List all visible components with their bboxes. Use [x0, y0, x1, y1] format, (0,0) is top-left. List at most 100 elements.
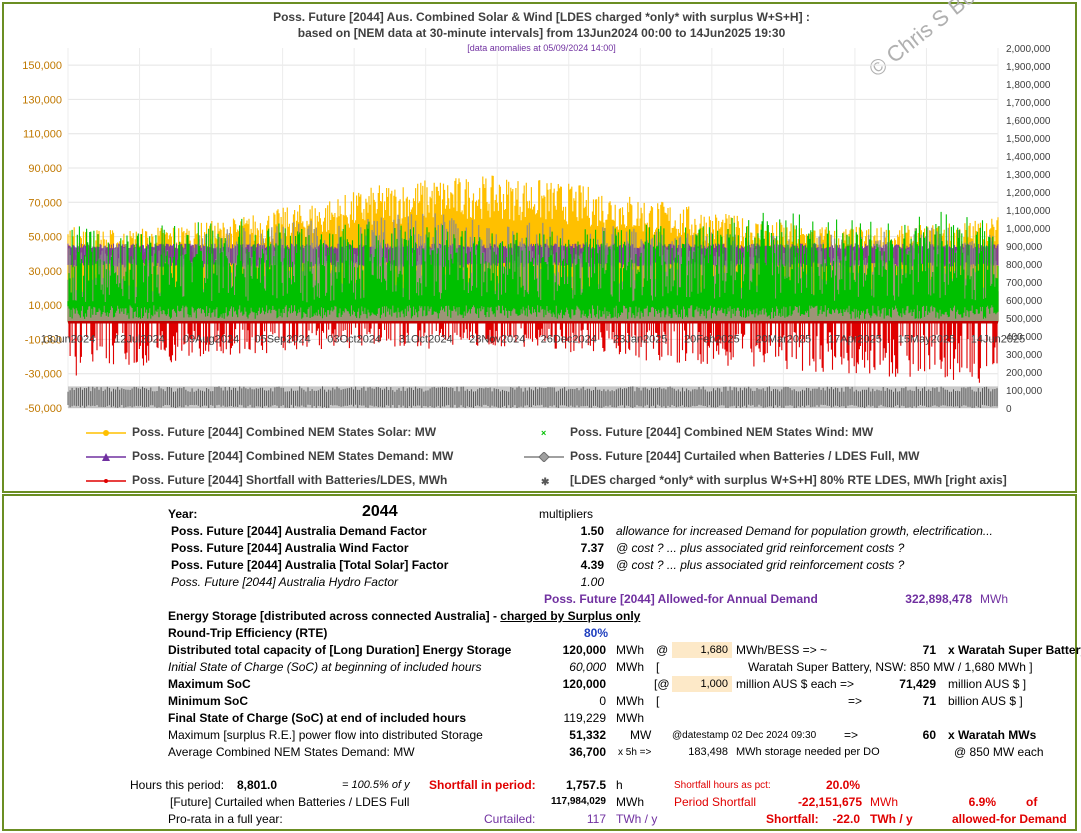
right-tick-label-5: 1,500,000	[1006, 134, 1051, 145]
initial-soc-value: 60,000	[569, 660, 606, 674]
legend-curtailed-label: Poss. Future [2044] Curtailed when Batte…	[570, 449, 920, 463]
curtailed-short-label: Curtailed:	[484, 812, 536, 826]
hours-pct-year: = 100.5% of y	[342, 779, 410, 791]
legend-shortfall-label: Poss. Future [2044] Shortfall with Batte…	[132, 473, 448, 487]
min-soc-bracket: [	[656, 694, 660, 708]
x-tick-label-1: 12Jul2024	[114, 333, 165, 345]
x-tick-label-4: 03Oct2024	[327, 333, 381, 345]
storage-needed: 183,498	[688, 746, 728, 758]
right-tick-label-0: 2,000,000	[1006, 44, 1051, 55]
max-flow-arrow: =>	[844, 728, 859, 742]
parameters-table: Year: 2044 multipliers Poss. Future [204…	[2, 494, 1081, 831]
x-tick-label-13: 14Jun2025	[971, 333, 1025, 345]
min-soc-label: Minimum SoC	[168, 694, 248, 708]
demand-factor-note: allowance for increased Demand for popul…	[616, 524, 993, 538]
right-tick-label-12: 800,000	[1006, 260, 1043, 271]
left-tick-label-1: 130,000	[22, 94, 62, 106]
chart-title-line1: Poss. Future [2044] Aus. Combined Solar …	[273, 10, 810, 24]
annual-demand-value: 322,898,478	[905, 592, 972, 606]
demand-factor-value: 1.50	[580, 524, 604, 538]
min-soc-unit: MWh	[616, 694, 644, 708]
right-tick-label-3: 1,700,000	[1006, 98, 1051, 109]
right-tick-label-9: 1,100,000	[1006, 206, 1051, 217]
right-tick-label-16: 400,000	[1006, 332, 1043, 343]
curtailed-value: 117,984,029	[550, 796, 606, 807]
legend-wind-label: Poss. Future [2044] Combined NEM States …	[570, 425, 874, 439]
billion-total: 71	[922, 694, 936, 708]
left-tick-label-10: -50,000	[25, 403, 62, 414]
right-tick-label-1: 1,900,000	[1006, 62, 1051, 73]
at-850-label: @ 850 MW each	[954, 745, 1044, 759]
shortfall-period-value: 1,757.5	[565, 778, 606, 792]
demand-factor-label: Poss. Future [2044] Australia Demand Fac…	[171, 524, 427, 538]
solar-factor-value: 4.39	[580, 558, 604, 572]
right-tick-label-19: 100,000	[1006, 386, 1043, 397]
shortfall-twh-unit: TWh / y	[870, 812, 913, 826]
cost-each-input[interactable]: 1,000	[672, 676, 732, 692]
period-shortfall-label: Period Shortfall	[674, 795, 757, 809]
capacity-unit: MWh	[616, 643, 644, 657]
left-tick-label-8: -10,000	[25, 334, 62, 346]
waratah-mw-count: 60	[922, 728, 936, 742]
right-tick-label-4: 1,600,000	[1006, 116, 1051, 127]
svg-text:✱: ✱	[541, 477, 550, 486]
initial-soc-bracket: [	[656, 660, 660, 674]
right-tick-label-2: 1,800,000	[1006, 80, 1051, 91]
shortfall-period-label: Shortfall in period:	[429, 778, 536, 792]
max-soc-value: 120,000	[562, 677, 606, 691]
rte-value: 80%	[583, 626, 608, 640]
legend-wind-marker: ×	[524, 428, 564, 438]
year-label: Year:	[168, 507, 198, 521]
storage-label-underlined: charged by Surplus only	[500, 609, 641, 623]
waratah-mw-label: x Waratah MWs	[948, 728, 1037, 742]
storage-label-text: Energy Storage [distributed across conne…	[168, 609, 501, 623]
x-tick-label-2: 09Aug2024	[183, 333, 239, 345]
legend-ldes: ✱ [LDES charged *only* with surplus W+S+H…	[524, 473, 1007, 487]
x-tick-label-11: 17Apr2025	[828, 333, 882, 345]
x-tick-label-10: 20Mar2025	[756, 333, 812, 345]
x-tick-label-8: 23Jan2025	[613, 333, 667, 345]
prorata-label: Pro-rata in a full year:	[168, 812, 283, 826]
million-total: 71,429	[899, 677, 936, 691]
year-value: 2044	[362, 503, 398, 520]
right-tick-label-6: 1,400,000	[1006, 152, 1051, 163]
chart-panel: Poss. Future [2044] Aus. Combined Solar …	[2, 0, 1077, 493]
chart-title-line2: based on [NEM data at 30-minute interval…	[297, 26, 786, 40]
max-flow-value: 51,332	[569, 728, 606, 742]
x-tick-label-0: 13Jun2024	[41, 333, 95, 345]
rte-label: Round-Trip Efficiency (RTE)	[168, 626, 328, 640]
svg-text:×: ×	[541, 428, 546, 438]
final-soc-label: Final State of Charge (SoC) at end of in…	[168, 711, 467, 725]
hours-value: 8,801.0	[237, 778, 278, 792]
legend-ldes-label: [LDES charged *only* with surplus W+S+H]…	[570, 473, 1007, 487]
right-tick-label-20: 0	[1006, 404, 1012, 414]
period-shortfall-of: of	[1026, 795, 1038, 809]
solar-factor-note: @ cost ? ... plus associated grid reinfo…	[616, 558, 905, 572]
mwh-per-bess-input[interactable]: 1,680	[672, 642, 732, 658]
x-tick-label-5: 31Oct2024	[399, 333, 453, 345]
right-tick-label-15: 500,000	[1006, 314, 1043, 325]
max-flow-datestamp: @datestamp 02 Dec 2024 09:30	[672, 730, 817, 741]
series-wind	[67, 211, 999, 319]
left-tick-label-9: -30,000	[25, 369, 62, 381]
annual-demand-unit: MWh	[980, 592, 1008, 606]
x5h-label: x 5h =>	[618, 747, 652, 758]
legend-curtailed: Poss. Future [2044] Curtailed when Batte…	[524, 449, 919, 463]
max-soc-at: [@	[654, 677, 670, 691]
capacity-label: Distributed total capacity of [Long Dura…	[168, 643, 512, 657]
initial-soc-label: Initial State of Charge (SoC) at beginni…	[168, 660, 482, 674]
legend-shortfall-marker	[86, 476, 126, 486]
period-shortfall-unit: MWh	[870, 795, 898, 809]
x-tick-label-3: 05Sep2024	[254, 333, 310, 345]
left-tick-label-4: 70,000	[28, 197, 62, 209]
billion-label: billion AUS $ ]	[948, 694, 1023, 708]
legend-demand-label: Poss. Future [2044] Combined NEM States …	[132, 449, 454, 463]
period-shortfall-value: -22,151,675	[797, 795, 862, 809]
series-shortfall	[68, 322, 998, 383]
max-flow-unit: MW	[630, 728, 652, 742]
million-label: million AUS $ ]	[948, 677, 1027, 691]
right-tick-label-18: 200,000	[1006, 368, 1043, 379]
chart-plot: 150,000 130,000 110,000 90,000 70,000 50,000 3…	[22, 44, 1051, 414]
left-tick-label-2: 110,000	[23, 129, 62, 141]
period-shortfall-pct: 6.9%	[968, 795, 996, 809]
